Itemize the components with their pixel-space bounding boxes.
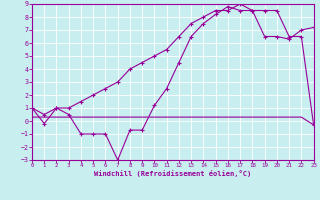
X-axis label: Windchill (Refroidissement éolien,°C): Windchill (Refroidissement éolien,°C) (94, 170, 252, 177)
